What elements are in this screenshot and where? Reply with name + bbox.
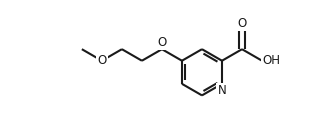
Text: OH: OH [262, 54, 280, 67]
Text: O: O [237, 17, 246, 30]
Text: O: O [97, 54, 107, 67]
Text: N: N [218, 84, 226, 97]
Text: O: O [157, 36, 167, 49]
